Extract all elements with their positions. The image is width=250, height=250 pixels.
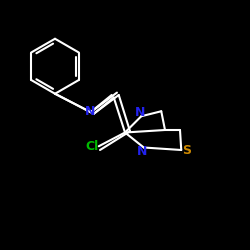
Text: N: N (85, 105, 95, 118)
Text: S: S (182, 144, 191, 156)
Text: Cl: Cl (86, 140, 99, 153)
Text: N: N (135, 106, 145, 119)
Text: N: N (137, 145, 148, 158)
